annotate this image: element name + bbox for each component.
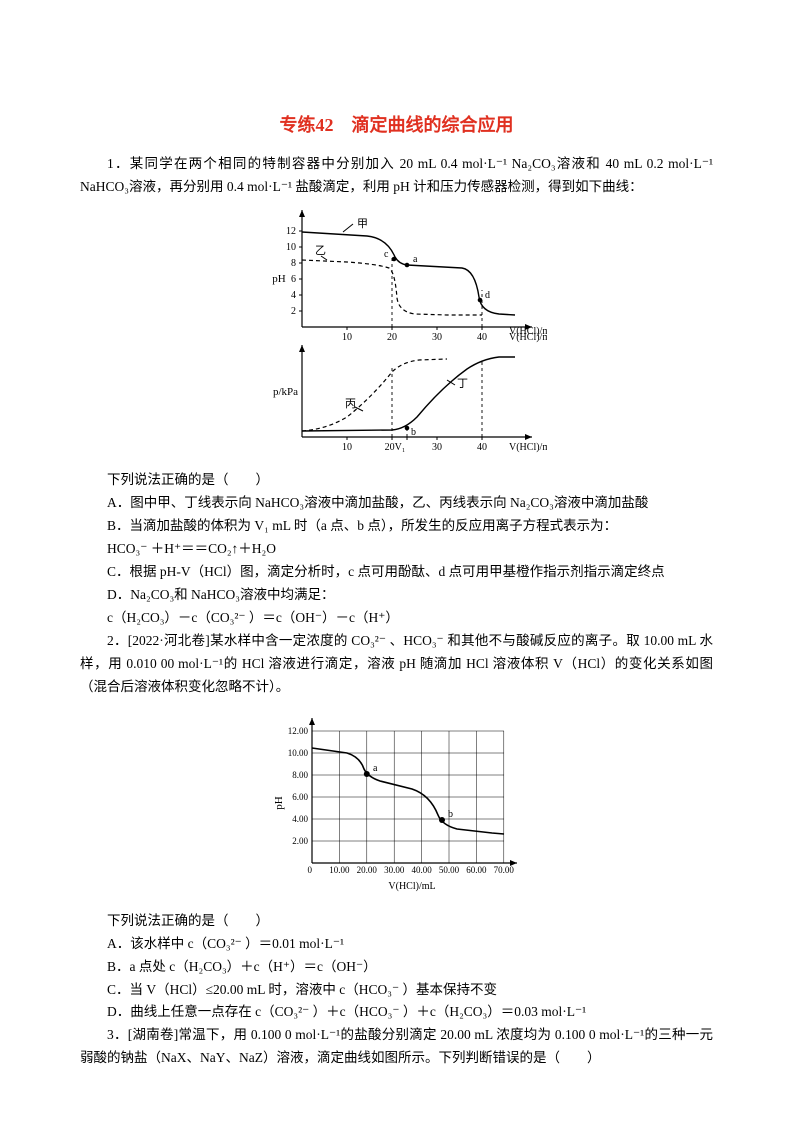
- svg-text:40: 40: [477, 332, 487, 343]
- svg-text:a: a: [373, 763, 378, 774]
- svg-text:60.00: 60.00: [466, 865, 487, 875]
- svg-text:V(HCl)/mL: V(HCl)/mL: [509, 326, 547, 337]
- svg-text:d: d: [485, 290, 490, 301]
- svg-text:12: 12: [286, 226, 296, 237]
- svg-text:20.00: 20.00: [356, 865, 377, 875]
- svg-text:b: b: [411, 427, 416, 438]
- svg-text:4.00: 4.00: [292, 814, 308, 824]
- svg-text:10.00: 10.00: [329, 865, 350, 875]
- svg-text:30: 30: [432, 442, 442, 453]
- q2-chart: 0 2.00 4.00 6.00 8.00 10.00 12.00: [262, 703, 532, 898]
- svg-text:丁: 丁: [457, 378, 468, 390]
- svg-text:40.00: 40.00: [411, 865, 432, 875]
- svg-text:b: b: [448, 809, 453, 820]
- q2-figure: 0 2.00 4.00 6.00 8.00 10.00 12.00: [80, 703, 713, 906]
- q2-prompt: 下列说法正确的是（ ）: [80, 910, 713, 933]
- svg-text:30: 30: [432, 332, 442, 343]
- svg-text:V(HCl)/mL: V(HCl)/mL: [388, 881, 435, 892]
- svg-text:8: 8: [291, 258, 296, 269]
- svg-text:10.00: 10.00: [287, 748, 308, 758]
- q3-stem: 3．[湖南卷]常温下，用 0.100 0 mol·L⁻¹的盐酸分别滴定 20.0…: [80, 1024, 713, 1070]
- svg-text:8.00: 8.00: [292, 770, 308, 780]
- svg-text:pH: pH: [273, 796, 285, 810]
- svg-text:2: 2: [291, 306, 296, 317]
- svg-text:2.00: 2.00: [292, 836, 308, 846]
- q1-figure: 2 4 6 8 10 12 10 20 30 40 pH V(HCl)/mL V…: [80, 202, 713, 465]
- q2-option-a: A．该水样中 c（CO₃²⁻ ）＝0.01 mol·L⁻¹: [80, 933, 713, 956]
- q1-stem: 1．某同学在两个相同的特制容器中分别加入 20 mL 0.4 mol·L⁻¹ N…: [80, 153, 713, 199]
- q1-option-b: B．当滴加盐酸的体积为 V₁ mL 时（a 点、b 点），所发生的反应用离子方程…: [80, 515, 713, 538]
- svg-text:6: 6: [291, 274, 296, 285]
- q1-chart: 2 4 6 8 10 12 10 20 30 40 pH V(HCl)/mL V…: [247, 202, 547, 457]
- svg-text:甲: 甲: [357, 218, 368, 230]
- svg-text:10: 10: [342, 332, 352, 343]
- svg-text:12.00: 12.00: [287, 726, 308, 736]
- svg-text:50.00: 50.00: [438, 865, 459, 875]
- svg-text:0: 0: [307, 865, 312, 875]
- q1-prompt: 下列说法正确的是（ ）: [80, 469, 713, 492]
- svg-text:30.00: 30.00: [384, 865, 405, 875]
- svg-text:10: 10: [342, 442, 352, 453]
- q2-option-d: D．曲线上任意一点存在 c（CO₃²⁻ ）＋c（HCO₃⁻ ）＋c（H₂CO₃）…: [80, 1001, 713, 1024]
- svg-text:70.00: 70.00: [493, 865, 514, 875]
- svg-text:V(HCl)/mL: V(HCl)/mL: [509, 442, 547, 453]
- svg-text:c: c: [384, 249, 389, 260]
- svg-text:20: 20: [387, 332, 397, 343]
- page: 专练42 滴定曲线的综合应用 1．某同学在两个相同的特制容器中分别加入 20 m…: [0, 0, 793, 1122]
- q1-option-d-eq: c（H₂CO₃）－c（CO₃²⁻ ）＝c（OH⁻）－c（H⁺）: [80, 607, 713, 630]
- svg-text:40: 40: [477, 442, 487, 453]
- q1-option-a: A．图中甲、丁线表示向 NaHCO₃溶液中滴加盐酸，乙、丙线表示向 Na₂CO₃…: [80, 492, 713, 515]
- q2-option-b: B．a 点处 c（H₂CO₃）＋c（H⁺）＝c（OH⁻）: [80, 956, 713, 979]
- svg-text:20V₁: 20V₁: [384, 442, 405, 453]
- svg-text:4: 4: [291, 290, 296, 301]
- svg-text:丙: 丙: [345, 398, 356, 410]
- svg-text:6.00: 6.00: [292, 792, 308, 802]
- q2-stem: 2．[2022·河北卷]某水样中含一定浓度的 CO₃²⁻ 、HCO₃⁻ 和其他不…: [80, 630, 713, 699]
- svg-text:pH: pH: [272, 273, 286, 285]
- svg-text:乙: 乙: [315, 244, 326, 257]
- q2-option-c: C．当 V（HCl）≤20.00 mL 时，溶液中 c（HCO₃⁻ ）基本保持不…: [80, 979, 713, 1002]
- q1-option-b-eq: HCO₃⁻ ＋H⁺＝＝CO₂↑＋H₂O: [80, 538, 713, 561]
- svg-text:a: a: [413, 254, 418, 265]
- svg-text:10: 10: [286, 242, 296, 253]
- svg-text:p/kPa: p/kPa: [273, 386, 298, 398]
- q1-option-c: C．根据 pH­-V（HCl）图，滴定分析时，c 点可用酚酞、d 点可用甲基橙作…: [80, 561, 713, 584]
- q1-option-d: D．Na₂CO₃和 NaHCO₃溶液中均满足：: [80, 584, 713, 607]
- page-title: 专练42 滴定曲线的综合应用: [80, 110, 713, 141]
